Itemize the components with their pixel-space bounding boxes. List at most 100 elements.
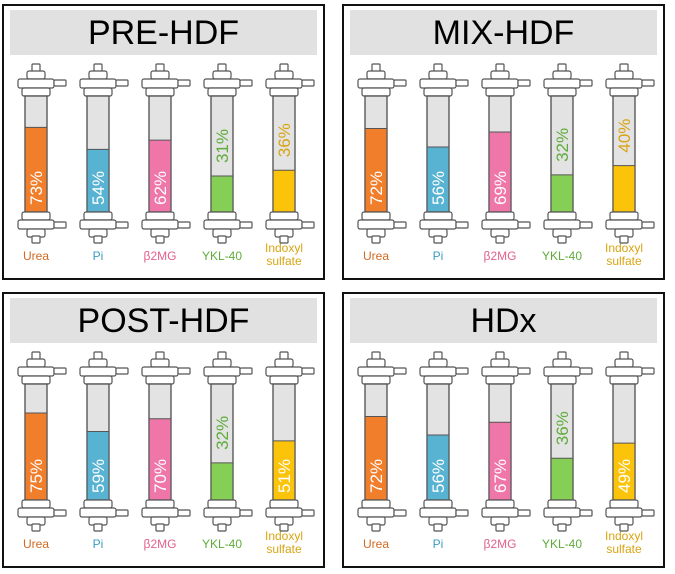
- dialyzer-chart: 73% Urea 54% Pi 62% β2MG 31% YKL-40 36% Indoxylsu…: [17, 63, 315, 268]
- top-side-port: [53, 79, 67, 87]
- top-header: [605, 366, 643, 377]
- bottom-collar: [609, 211, 639, 221]
- top-side-port: [579, 79, 593, 87]
- bottom-side-port: [53, 221, 67, 229]
- bottom-collar: [485, 499, 515, 509]
- bottom-port: [217, 523, 227, 532]
- value-label: 32%: [553, 128, 572, 162]
- bottom-port: [371, 235, 381, 244]
- panel-hdx: HDx 72% Urea 56% Pi 67% β2MG 36% YKL-40 49% Indox…: [342, 292, 665, 568]
- panel-title: HDx: [350, 298, 657, 343]
- bottom-header: [543, 219, 581, 230]
- value-label: 54%: [89, 171, 108, 205]
- top-collar: [609, 87, 639, 97]
- top-side-port: [455, 79, 469, 87]
- bottom-collar: [361, 499, 391, 509]
- bottom-port: [619, 235, 629, 244]
- top-connector: [150, 70, 170, 80]
- dialyzer-column: 69% β2MG: [481, 63, 531, 263]
- dialyzer-column: 72% Urea: [357, 351, 407, 551]
- top-collar: [485, 375, 515, 385]
- top-header: [543, 78, 581, 89]
- bottom-side-port: [641, 509, 655, 517]
- bottom-port: [93, 235, 103, 244]
- panel-title: MIX-HDF: [350, 10, 657, 55]
- dialyzer-column: 56% Pi: [419, 351, 469, 551]
- bottom-port: [279, 235, 289, 244]
- value-label: 31%: [213, 129, 232, 163]
- dialyzer-column: 67% β2MG: [481, 351, 531, 551]
- category-label: sulfate: [606, 254, 642, 268]
- value-label: 32%: [213, 416, 232, 450]
- top-side-port: [239, 79, 253, 87]
- category-label: Urea: [23, 537, 49, 551]
- top-header: [481, 78, 519, 89]
- top-header: [605, 78, 643, 89]
- fill-bar: [427, 147, 449, 212]
- fill-bar: [25, 413, 47, 500]
- top-side-port: [239, 367, 253, 375]
- bottom-collar: [145, 499, 175, 509]
- panel-post-hdf: POST-HDF 75% Urea 59% Pi 70% β2MG 32% YKL-40 51%…: [2, 292, 325, 568]
- bottom-collar: [609, 499, 639, 509]
- dialyzer-column: 56% Pi: [419, 63, 469, 263]
- top-connector: [366, 358, 386, 368]
- top-side-port: [53, 367, 67, 375]
- bottom-collar: [269, 499, 299, 509]
- bottom-side-port: [393, 509, 407, 517]
- top-collar: [207, 375, 237, 385]
- bottom-side-port: [517, 221, 531, 229]
- value-label: 72%: [367, 459, 386, 493]
- top-header: [481, 366, 519, 377]
- top-collar: [145, 87, 175, 97]
- bottom-collar: [485, 211, 515, 221]
- bottom-port: [433, 235, 443, 244]
- bottom-header: [543, 507, 581, 518]
- top-connector: [26, 358, 46, 368]
- bottom-header: [17, 507, 55, 518]
- bottom-header: [419, 219, 457, 230]
- bottom-side-port: [455, 221, 469, 229]
- value-label: 40%: [615, 119, 634, 153]
- bottom-header: [141, 219, 179, 230]
- bottom-port: [371, 523, 381, 532]
- bottom-port: [495, 235, 505, 244]
- top-collar: [423, 87, 453, 97]
- top-header: [141, 78, 179, 89]
- fill-bar: [489, 131, 511, 212]
- top-header: [265, 366, 303, 377]
- top-collar: [609, 375, 639, 385]
- dialyzer-column: 54% Pi: [79, 63, 129, 263]
- bottom-port: [557, 523, 567, 532]
- top-collar: [21, 87, 51, 97]
- top-collar: [547, 375, 577, 385]
- bottom-side-port: [579, 221, 593, 229]
- fill-bar: [25, 127, 47, 212]
- top-header: [79, 78, 117, 89]
- bottom-side-port: [455, 509, 469, 517]
- fill-bar: [365, 128, 387, 212]
- bottom-collar: [21, 211, 51, 221]
- top-header: [357, 366, 395, 377]
- bottom-header: [481, 507, 519, 518]
- category-label: Pi: [93, 249, 104, 263]
- bottom-side-port: [239, 509, 253, 517]
- bottom-port: [31, 235, 41, 244]
- category-label: Indoxyl: [265, 529, 303, 543]
- category-label: Urea: [23, 249, 49, 263]
- top-collar: [423, 375, 453, 385]
- top-side-port: [517, 367, 531, 375]
- bottom-side-port: [115, 221, 129, 229]
- bottom-collar: [547, 499, 577, 509]
- top-connector: [150, 358, 170, 368]
- bottom-port: [217, 235, 227, 244]
- bottom-header: [17, 219, 55, 230]
- bottom-header: [79, 219, 117, 230]
- value-label: 49%: [615, 459, 634, 493]
- value-label: 36%: [553, 411, 572, 445]
- bottom-port: [279, 523, 289, 532]
- top-side-port: [455, 367, 469, 375]
- top-header: [17, 78, 55, 89]
- top-collar: [269, 375, 299, 385]
